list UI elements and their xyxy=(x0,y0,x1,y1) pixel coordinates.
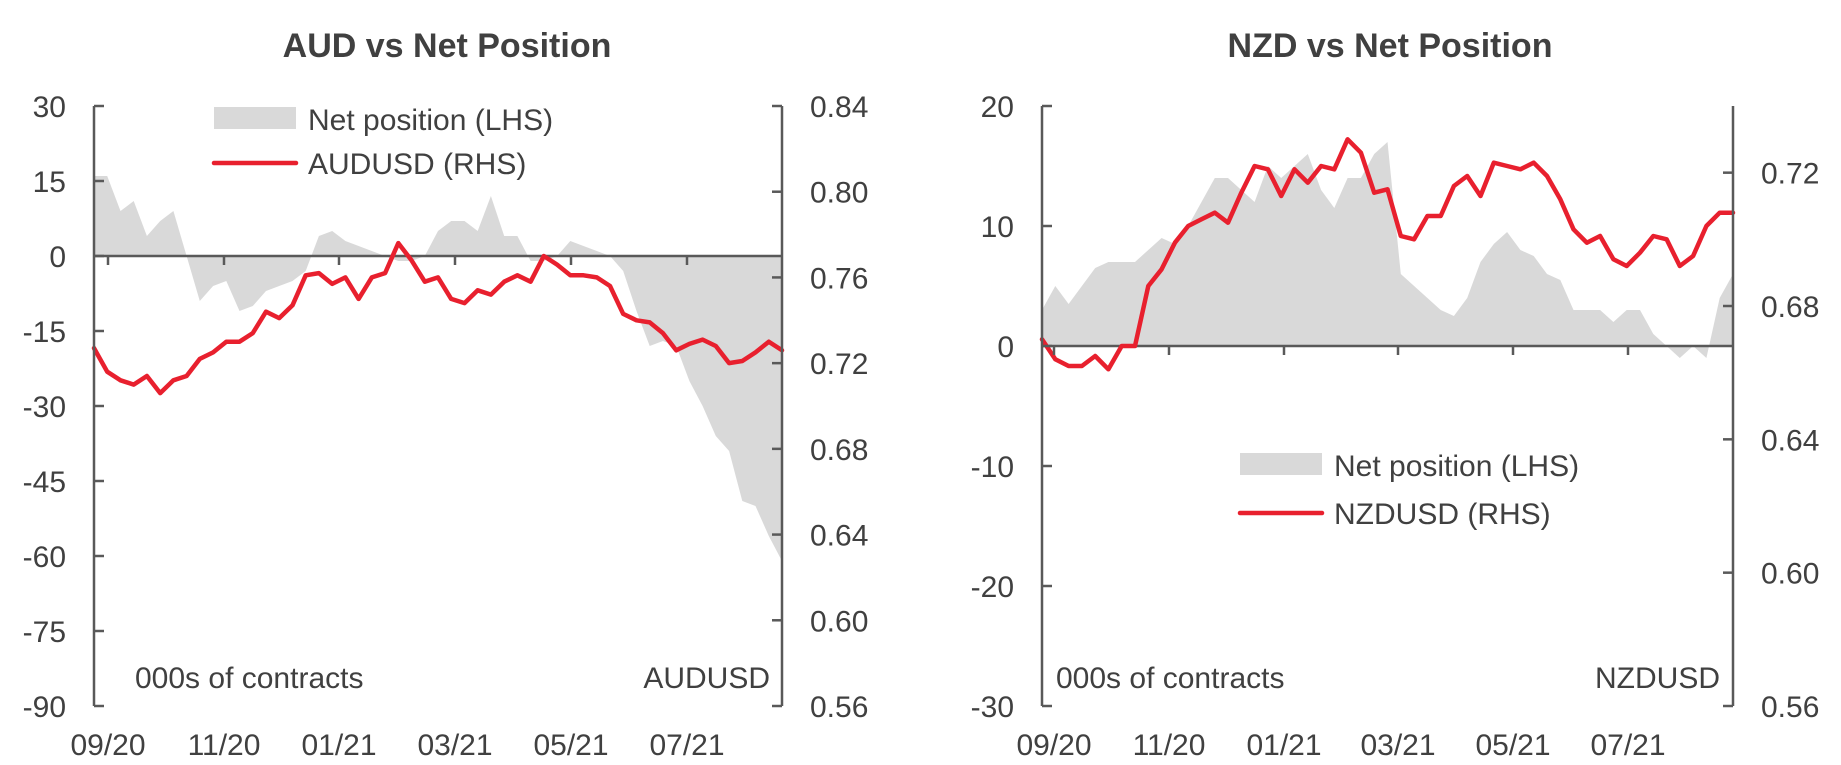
x-tick-label: 05/21 xyxy=(1475,729,1550,762)
left-tick-label: 20 xyxy=(981,91,1014,124)
right-tick-label: 0.72 xyxy=(810,348,868,381)
left-tick-label: -15 xyxy=(23,316,66,349)
x-tick-label: 03/21 xyxy=(417,729,492,762)
legend-area-label: Net position (LHS) xyxy=(308,104,553,137)
right-tick-label: 0.64 xyxy=(810,520,868,553)
left-tick-label: -75 xyxy=(23,616,66,649)
left-tick-label: 0 xyxy=(49,241,66,274)
right-axis-note: AUDUSD xyxy=(643,662,770,695)
left-tick-label: 0 xyxy=(997,331,1014,364)
audusd-line xyxy=(91,240,785,396)
left-tick-label: -30 xyxy=(23,391,66,424)
x-tick-label: 09/20 xyxy=(1016,729,1091,762)
right-tick-label: 0.60 xyxy=(1761,558,1819,591)
left-tick-label: 15 xyxy=(33,166,66,199)
legend-line-label: NZDUSD (RHS) xyxy=(1334,498,1551,531)
right-tick-label: 0.56 xyxy=(1761,691,1819,724)
right-tick-label: 0.68 xyxy=(1761,291,1819,324)
left-tick-label: -20 xyxy=(971,571,1014,604)
right-tick-label: 0.84 xyxy=(810,91,868,124)
x-tick-label: 11/20 xyxy=(1133,729,1206,762)
left-tick-label: 10 xyxy=(981,211,1014,244)
left-tick-label: -10 xyxy=(971,451,1014,484)
x-tick-label: 01/21 xyxy=(301,729,376,762)
legend: Net position (LHS) NZDUSD (RHS) xyxy=(1237,450,1579,531)
left-tick-label: -90 xyxy=(23,691,66,724)
legend-area-label: Net position (LHS) xyxy=(1334,450,1579,483)
x-tick-label: 07/21 xyxy=(649,729,724,762)
left-tick-label: -45 xyxy=(23,466,66,499)
legend-area-swatch xyxy=(214,107,296,129)
left-axis-note: 000s of contracts xyxy=(135,662,363,695)
x-tick-label: 05/21 xyxy=(533,729,608,762)
legend-line-label: AUDUSD (RHS) xyxy=(308,148,526,181)
left-axis-note: 000s of contracts xyxy=(1056,662,1284,695)
aud-chart: AUD vs Net Position 30 15 0 -15 -30 -45 -60 -75… xyxy=(23,27,869,762)
right-axis-note: NZDUSD xyxy=(1595,662,1720,695)
right-tick-label: 0.56 xyxy=(810,691,868,724)
x-tick-label: 07/21 xyxy=(1590,729,1665,762)
right-tick-label: 0.64 xyxy=(1761,424,1819,457)
x-tick-label: 11/20 xyxy=(188,729,261,762)
x-tick-label: 03/21 xyxy=(1360,729,1435,762)
x-tick-label: 09/20 xyxy=(70,729,145,762)
right-tick-label: 0.80 xyxy=(810,177,868,210)
nzd-chart: NZD vs Net Position 20 10 0 -10 -20 -30 0.72 0.… xyxy=(971,27,1820,762)
left-tick-label: -60 xyxy=(23,541,66,574)
nzdusd-line xyxy=(1039,137,1736,372)
right-tick-label: 0.72 xyxy=(1761,158,1819,191)
legend-area-swatch xyxy=(1240,453,1322,475)
right-tick-label: 0.68 xyxy=(810,434,868,467)
right-tick-label: 0.76 xyxy=(810,262,868,295)
legend: Net position (LHS) AUDUSD (RHS) xyxy=(211,104,553,181)
net-position-area xyxy=(1042,142,1733,358)
left-tick-label: 30 xyxy=(33,91,66,124)
chart-title: NZD vs Net Position xyxy=(1228,27,1553,65)
x-tick-label: 01/21 xyxy=(1246,729,1321,762)
right-tick-label: 0.60 xyxy=(810,605,868,638)
net-position-area xyxy=(94,176,782,561)
chart-title: AUD vs Net Position xyxy=(283,27,612,65)
left-tick-label: -30 xyxy=(971,691,1014,724)
